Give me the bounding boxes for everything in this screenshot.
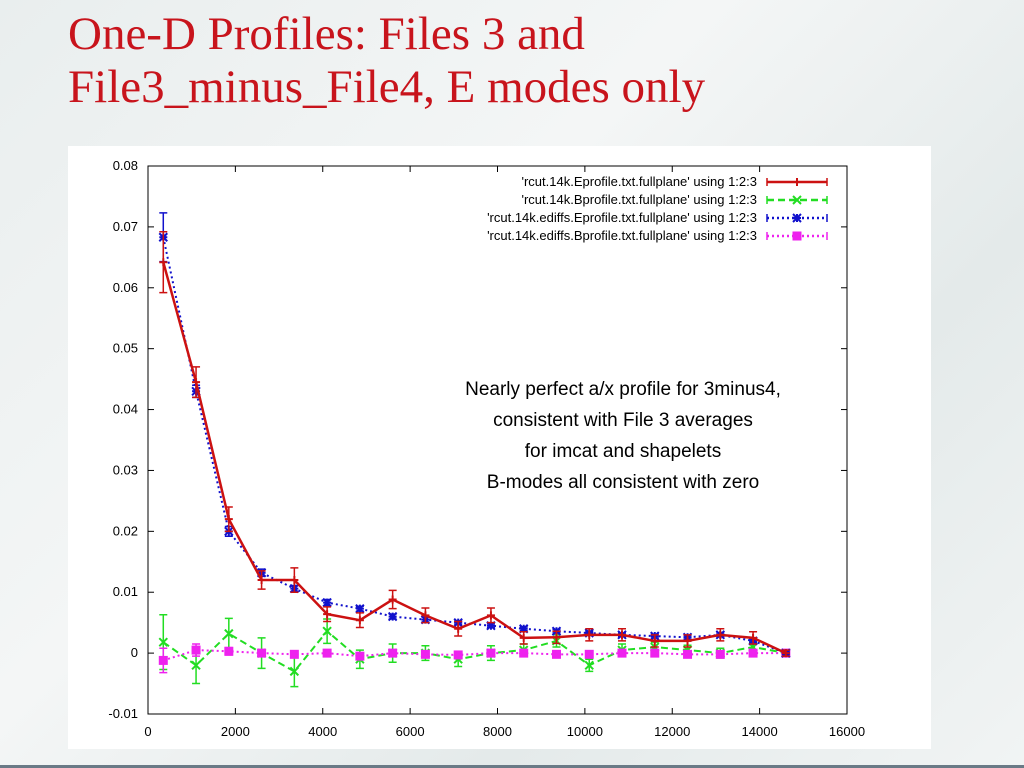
- data-point: [323, 610, 332, 619]
- y-tick-label: 0.02: [113, 523, 138, 538]
- data-point: [224, 628, 234, 639]
- data-point: [618, 630, 627, 639]
- data-point: [519, 624, 529, 634]
- data-point: [355, 603, 365, 614]
- data-point: [584, 649, 594, 659]
- data-point: [388, 648, 398, 658]
- data-point: [749, 633, 758, 642]
- data-point: [683, 636, 692, 645]
- annotation-line-2: consistent with File 3 averages: [493, 410, 753, 431]
- data-point: [650, 636, 659, 645]
- data-point: [158, 655, 168, 665]
- data-point: [355, 651, 365, 661]
- data-point: [289, 649, 299, 659]
- annotation-line-3: for imcat and shapelets: [524, 441, 722, 462]
- slide-title-line-1: One-D Profiles: Files 3 and: [68, 8, 585, 60]
- y-tick-label: 0.04: [113, 402, 138, 417]
- data-point: [290, 576, 299, 585]
- data-point: [486, 611, 495, 620]
- legend-label: 'rcut.14k.ediffs.Bprofile.txt.fullplane'…: [487, 228, 757, 243]
- series-line: [162, 261, 787, 655]
- data-point: [355, 616, 364, 625]
- data-point: [585, 630, 594, 639]
- y-tick-label: 0.05: [113, 341, 138, 356]
- x-tick-label: 14000: [742, 724, 778, 739]
- slide-title-line-2: File3_minus_File4, E modes only: [68, 61, 706, 113]
- legend-swatch-errorbar: [766, 196, 828, 204]
- data-point: [454, 624, 463, 633]
- y-tick-label: 0.03: [113, 462, 138, 477]
- x-tick-label: 4000: [308, 724, 337, 739]
- data-point: [388, 595, 397, 604]
- x-tick-label: 2000: [221, 724, 250, 739]
- legend-label: 'rcut.14k.ediffs.Eprofile.txt.fullplane'…: [487, 210, 757, 225]
- data-point: [650, 648, 660, 658]
- legend-label: 'rcut.14k.Bprofile.txt.fullplane' using …: [522, 192, 758, 207]
- data-point: [192, 378, 201, 387]
- y-tick-label: 0.08: [113, 158, 138, 173]
- data-point: [486, 621, 496, 631]
- data-point: [224, 646, 234, 656]
- y-tick-label: 0.07: [113, 219, 138, 234]
- legend-swatch-marker: [793, 178, 801, 186]
- data-point: [289, 666, 300, 677]
- legend-swatch-marker: [792, 195, 802, 205]
- data-point: [421, 611, 430, 620]
- data-point: [486, 648, 496, 658]
- data-point: [158, 637, 168, 647]
- data-point: [387, 611, 398, 622]
- legend-label: 'rcut.14k.Eprofile.txt.fullplane' using …: [522, 174, 758, 189]
- legend-swatch-errorbar: [766, 214, 828, 222]
- data-point: [716, 630, 725, 639]
- x-tick-label: 16000: [829, 724, 865, 739]
- y-tick-label: -0.01: [108, 706, 138, 721]
- data-point: [453, 650, 463, 660]
- data-point: [584, 660, 594, 670]
- legend-swatch-errorbar: [766, 232, 828, 240]
- slide-title: One-D Profiles: Files 3 and File3_minus_…: [68, 8, 1008, 114]
- x-tick-label: 8000: [483, 724, 512, 739]
- data-point: [257, 648, 267, 658]
- y-tick-label: 0.06: [113, 280, 138, 295]
- legend-swatch-marker: [792, 231, 802, 241]
- data-point: [191, 660, 201, 670]
- x-tick-label: 12000: [654, 724, 690, 739]
- x-tick-label: 10000: [567, 724, 603, 739]
- data-point: [322, 648, 332, 658]
- data-point: [257, 576, 266, 585]
- data-point: [420, 649, 430, 659]
- data-point: [617, 648, 627, 658]
- x-tick-label: 0: [144, 724, 151, 739]
- annotation-line-4: B-modes all consistent with zero: [486, 472, 760, 493]
- slide-bottom-border: [0, 765, 1024, 768]
- y-tick-label: 0.01: [113, 584, 138, 599]
- series-line: [162, 629, 787, 673]
- x-tick-label: 6000: [396, 724, 425, 739]
- profile-chart: 0 2000 4000 6000 8000 10000 12000 14000 16000 -0.…: [108, 158, 865, 739]
- data-point: [159, 258, 168, 267]
- data-point: [224, 515, 233, 524]
- data-point: [322, 597, 332, 608]
- plot-panel: 0 2000 4000 6000 8000 10000 12000 14000 16000 -0.…: [68, 146, 931, 749]
- data-point: [781, 649, 790, 658]
- y-tick-label: 0: [131, 645, 138, 660]
- data-point: [551, 649, 561, 659]
- series-line: [162, 237, 787, 655]
- legend-swatch-errorbar: [766, 178, 828, 186]
- data-point: [519, 648, 529, 658]
- data-point: [191, 645, 201, 655]
- data-point: [519, 633, 528, 642]
- series-line: [162, 649, 786, 662]
- data-point: [683, 649, 693, 659]
- data-point: [322, 626, 332, 636]
- data-point: [748, 648, 758, 658]
- annotation-line-1: Nearly perfect a/x profile for 3minus4,: [465, 379, 781, 400]
- annotation-text: Nearly perfect a/x profile for 3minus4, …: [453, 374, 793, 498]
- data-point: [715, 649, 725, 659]
- legend-swatch-marker: [792, 213, 802, 223]
- data-point: [552, 633, 561, 642]
